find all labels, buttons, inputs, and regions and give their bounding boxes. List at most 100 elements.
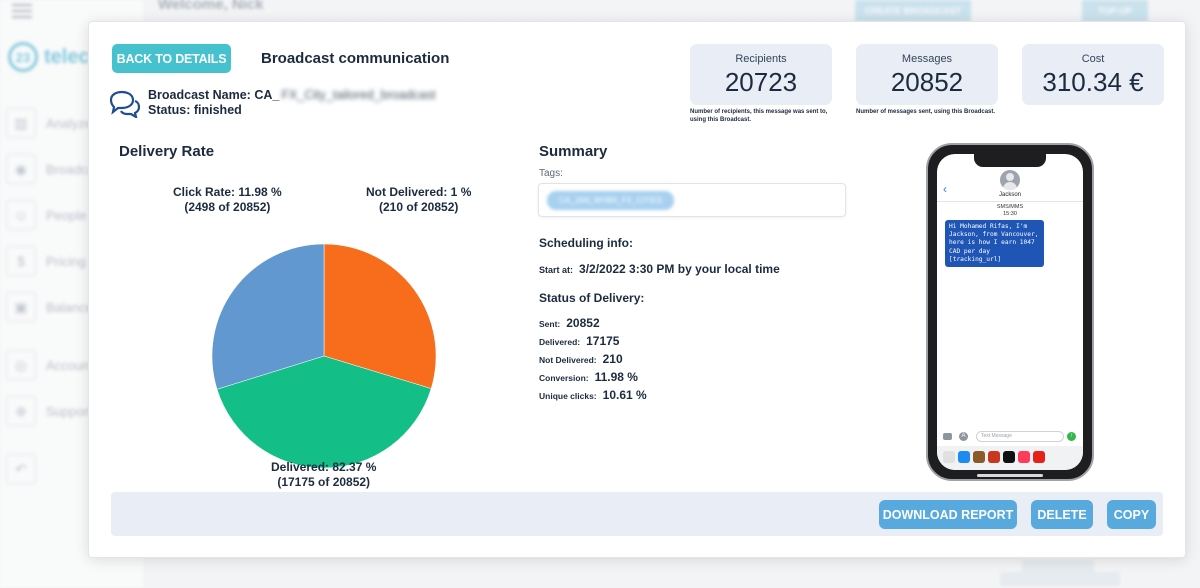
tag-chip: CA_JAN_MYBR_FX_CITIES <box>547 191 675 210</box>
status-of-delivery-title: Status of Delivery: <box>539 291 645 305</box>
recipients-label: Recipients <box>735 53 787 65</box>
contact-avatar <box>1000 170 1020 190</box>
broadcast-icon: ◉ <box>6 154 36 184</box>
contact-name: Jackson <box>998 192 1021 198</box>
wallet-icon: ▣ <box>6 292 36 322</box>
delivered-count: (17175 of 20852) <box>277 475 371 489</box>
sidebar-item-support[interactable]: ⊕ Support <box>6 388 140 434</box>
sidebar-item-label: Account <box>46 357 93 373</box>
tags-field[interactable]: CA_JAN_MYBR_FX_CITIES <box>538 183 846 217</box>
broadcast-name-label: Broadcast Name: <box>148 88 251 102</box>
message-input: Text Message <box>976 431 1064 442</box>
conversion-value: 11.98 % <box>594 370 638 384</box>
message-bubble: Hi Mohamed Rifas, I'm Jackson, from Vanc… <box>945 220 1044 268</box>
sidebar-item-label: Pricing <box>46 253 86 269</box>
page-title: Broadcast communication <box>261 50 450 67</box>
recipients-note: Number of recipients, this message was s… <box>690 109 828 123</box>
phone-notch <box>974 154 1046 167</box>
not-delivered-row-value: 210 <box>602 352 623 366</box>
sent-label: Sent: <box>539 319 561 329</box>
status-value: finished <box>193 103 242 117</box>
modal-footer: DOWNLOAD REPORT DELETE COPY <box>111 492 1163 536</box>
support-icon: ⊕ <box>6 396 36 426</box>
delivered-percent: Delivered: 82.37 % <box>271 460 377 474</box>
sidebar-item-balance[interactable]: ▣ Balance <box>6 284 140 330</box>
back-to-details-button[interactable]: BACK TO DETAILS <box>112 44 231 73</box>
not-delivered-row-label: Not Delivered: <box>539 355 597 365</box>
delivered-row-label: Delivered: <box>539 337 581 347</box>
broadcast-name-value: FX_City_tailored_broadcast <box>281 88 436 102</box>
sent-row: Sent: 20852 <box>539 316 600 330</box>
app-tray-icon <box>1003 451 1015 463</box>
messages-note: Number of messages sent, using this Broa… <box>856 109 996 115</box>
broadcast-info: Broadcast Name: CA_ FX_City_tailored_broa… <box>148 88 436 118</box>
download-report-button[interactable]: DOWNLOAD REPORT <box>879 500 1017 529</box>
app-tray-icon <box>973 451 985 463</box>
sidebar-item-label: Support <box>46 403 92 419</box>
recipients-value: 20723 <box>724 67 798 97</box>
message-composer: A Text Message ↑ <box>941 431 1081 443</box>
dollar-icon: $ <box>6 246 36 276</box>
cost-value: 310.34 € <box>1042 67 1144 97</box>
create-broadcast-button[interactable]: CREATE BROADCAST <box>855 0 971 22</box>
app-tray-icon <box>1033 451 1045 463</box>
camera-icon <box>943 433 952 440</box>
sidebar-item-logout[interactable]: ↶ <box>6 446 140 492</box>
messages-card: Messages 20852 <box>856 44 998 105</box>
start-at-value: 3/2/2022 3:30 PM by your local time <box>579 262 780 276</box>
pie-slice-delivered[interactable] <box>216 355 432 469</box>
broadcast-details-modal: BACK TO DETAILS Broadcast communication … <box>88 21 1186 558</box>
delivered-row: Delivered: 17175 <box>539 334 619 348</box>
delivery-rate-title: Delivery Rate <box>119 143 215 160</box>
message-meta: SMS/MMS 15:30 <box>937 204 1083 218</box>
unique-clicks-label: Unique clicks: <box>539 391 597 401</box>
send-icon: ↑ <box>1067 432 1076 441</box>
sidebar-item-pricing[interactable]: $ Pricing <box>6 238 140 284</box>
not-delivered-count: (210 of 20852) <box>378 200 459 214</box>
app-tray <box>937 446 1083 470</box>
sidebar-item-label: People <box>46 207 87 223</box>
sent-value: 20852 <box>566 316 600 330</box>
summary-title: Summary <box>539 143 608 160</box>
people-icon: ☺ <box>6 200 36 230</box>
home-indicator <box>977 474 1043 477</box>
pie-slice-click-rate[interactable] <box>211 243 325 390</box>
sidebar-item-account[interactable]: ◎ Account <box>6 342 140 388</box>
chat-bubbles-icon <box>109 90 141 118</box>
chart-icon: ▥ <box>6 108 36 138</box>
delete-button[interactable]: DELETE <box>1031 500 1093 529</box>
not-delivered-row: Not Delivered: 210 <box>539 352 623 366</box>
messages-value: 20852 <box>890 67 964 97</box>
top-up-button[interactable]: TOP-UP <box>1082 0 1148 22</box>
unique-clicks-row: Unique clicks: 10.61 % <box>539 388 647 402</box>
back-chevron-icon: ‹ <box>943 182 947 196</box>
status-row: Status: finished <box>148 103 436 118</box>
delivered-label: Delivered: 82.37 % (17175 of 20852) <box>271 460 376 490</box>
click-rate-label: Click Rate: 11.98 % (2498 of 20852) <box>173 185 282 215</box>
scheduling-info-title: Scheduling info: <box>539 236 633 250</box>
delivery-rate-pie-chart <box>211 243 437 469</box>
delivered-row-value: 17175 <box>586 334 620 348</box>
sidebar-item-people[interactable]: ☺ People <box>6 192 140 238</box>
account-icon: ◎ <box>6 350 36 380</box>
conversion-row: Conversion: 11.98 % <box>539 370 638 384</box>
cost-card: Cost 310.34 € <box>1022 44 1164 105</box>
bg-footer-element <box>1022 560 1094 574</box>
click-rate-count: (2498 of 20852) <box>184 200 271 214</box>
phone-preview: ‹ Jackson SMS/MMS 15:30 Hi Mohamed Rifas… <box>926 143 1094 481</box>
undo-icon: ↶ <box>6 454 36 484</box>
welcome-text: Welcome, Nick <box>158 0 264 13</box>
tags-label: Tags: <box>539 168 563 179</box>
app-tray-icon <box>988 451 1000 463</box>
not-delivered-label: Not Delivered: 1 % (210 of 20852) <box>366 185 471 215</box>
pie-slice-not-delivered[interactable] <box>323 243 437 389</box>
sidebar-item-analyze[interactable]: ▥ Analyze <box>6 100 140 146</box>
logo-mark: 23 <box>8 42 38 72</box>
status-label: Status: <box>148 103 191 117</box>
sms-type: SMS/MMS <box>996 204 1024 210</box>
broadcast-name-row: Broadcast Name: CA_ FX_City_tailored_broa… <box>148 88 436 103</box>
copy-button[interactable]: COPY <box>1107 500 1156 529</box>
app-tray-icon <box>943 451 955 463</box>
hamburger-menu-icon[interactable] <box>12 4 32 20</box>
app-store-icon: A <box>959 432 968 441</box>
